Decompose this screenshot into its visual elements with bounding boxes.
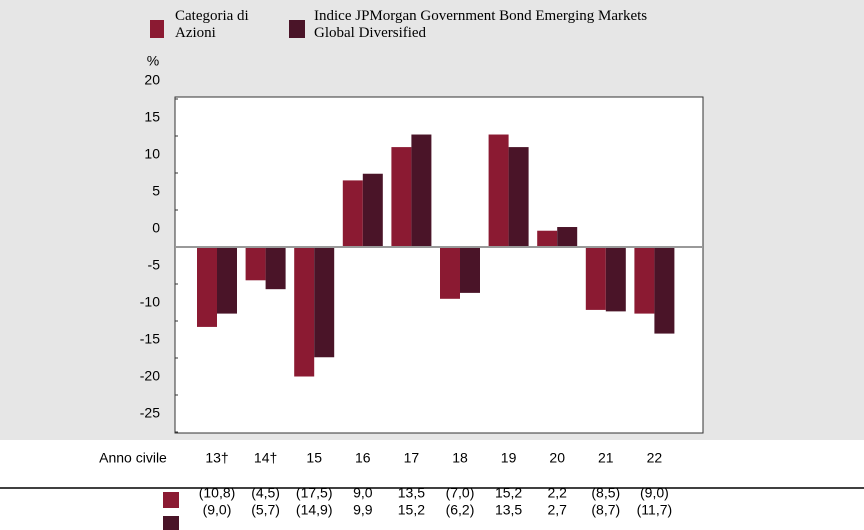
- bar: [197, 247, 217, 327]
- table-value: (7,0): [446, 485, 475, 501]
- x-tick-label: 16: [355, 450, 371, 466]
- y-tick-label: -20: [140, 368, 160, 384]
- bar: [391, 147, 412, 247]
- table-value: 13,5: [495, 502, 522, 518]
- table-value: (8,7): [591, 502, 620, 518]
- bar: [460, 247, 480, 293]
- bar: [654, 247, 675, 334]
- table-value: (5,7): [251, 502, 280, 518]
- bar: [294, 247, 315, 377]
- y-tick-label: 15: [144, 109, 160, 125]
- table-value: (6,2): [446, 502, 475, 518]
- table-value: (17,5): [296, 485, 333, 501]
- bar: [508, 147, 529, 247]
- y-tick-label: 5: [152, 183, 160, 199]
- bar: [265, 247, 286, 290]
- x-tick-label: 17: [404, 450, 420, 466]
- table-value: (10,8): [199, 485, 236, 501]
- y-tick-label: 10: [144, 146, 160, 162]
- table-value: 15,2: [495, 485, 522, 501]
- bar: [314, 247, 335, 358]
- y-tick-label: -25: [140, 405, 160, 421]
- bar: [440, 247, 460, 299]
- bar: [557, 227, 578, 247]
- bar: [585, 247, 606, 310]
- x-tick-label: 22: [647, 450, 663, 466]
- table-value: 9,9: [353, 502, 373, 518]
- bar: [411, 134, 432, 247]
- table-value: (9,0): [203, 502, 232, 518]
- table-value: 13,5: [398, 485, 425, 501]
- x-tick-label: 20: [549, 450, 565, 466]
- table-value: 9,0: [353, 485, 373, 501]
- table-value: 15,2: [398, 502, 425, 518]
- bar: [537, 230, 558, 247]
- x-axis-label: Anno civile: [99, 450, 167, 466]
- x-tick-label: 15: [306, 450, 322, 466]
- y-tick-label: 0: [152, 220, 160, 236]
- table-swatch: [163, 516, 179, 530]
- bar: [605, 247, 626, 312]
- legend-label: Indice JPMorgan Government Bond Emerging…: [314, 8, 648, 41]
- y-tick-label: -15: [140, 331, 160, 347]
- y-tick-label: -5: [148, 257, 161, 273]
- legend-swatch: [150, 20, 164, 38]
- legend-label: Categoria di Azioni: [175, 8, 249, 41]
- bar: [245, 247, 266, 281]
- y-axis-label: %: [147, 53, 159, 69]
- y-tick-label: -10: [140, 294, 160, 310]
- x-tick-label: 21: [598, 450, 614, 466]
- table-value: 2,7: [547, 502, 567, 518]
- bar: [488, 134, 509, 247]
- table-value: (14,9): [296, 502, 333, 518]
- x-tick-label: 19: [501, 450, 517, 466]
- table-value: (8,5): [591, 485, 620, 501]
- x-tick-label: 18: [452, 450, 468, 466]
- bar: [217, 247, 237, 314]
- bar: [362, 173, 383, 247]
- y-tick-label: 20: [144, 72, 160, 88]
- table-swatch: [163, 492, 179, 508]
- bar: [634, 247, 655, 314]
- table-value: (11,7): [637, 502, 673, 518]
- bar: [342, 180, 363, 247]
- x-tick-label: 13†: [205, 450, 228, 466]
- table-value: (9,0): [640, 485, 669, 501]
- x-tick-label: 14†: [254, 450, 277, 466]
- legend-swatch: [289, 20, 305, 38]
- table-value: (4,5): [251, 485, 280, 501]
- table-value: 2,2: [547, 485, 567, 501]
